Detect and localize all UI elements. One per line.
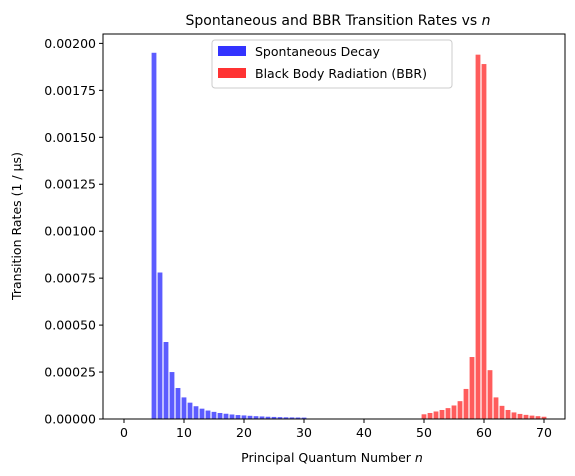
bbr-bar-n65: [511, 412, 517, 419]
spontaneous-bar-n29: [295, 417, 301, 419]
x-tick-label: 30: [296, 425, 312, 440]
bbr-bar-n69: [535, 416, 541, 419]
spontaneous-bar-n17: [223, 413, 229, 419]
bars-layer: [151, 52, 547, 420]
y-tick-label: 0.00150: [44, 130, 96, 145]
spontaneous-bar-n24: [265, 416, 271, 419]
bbr-bar-n60: [481, 64, 487, 420]
x-tick-label: 0: [120, 425, 128, 440]
spontaneous-bar-n18: [229, 414, 235, 419]
spontaneous-bar-n20: [241, 415, 247, 419]
y-tick-label: 0.00125: [44, 177, 96, 192]
spontaneous-bar-n5: [151, 52, 157, 419]
spontaneous-bar-n25: [271, 416, 277, 419]
spontaneous-bar-n27: [283, 417, 289, 419]
y-tick-label: 0.00075: [44, 271, 96, 286]
spontaneous-bar-n19: [235, 415, 241, 419]
bbr-bar-n66: [517, 413, 523, 419]
spontaneous-bar-n30: [301, 417, 307, 419]
bbr-bar-n53: [439, 409, 445, 419]
x-tick-label: 40: [356, 425, 372, 440]
legend: Spontaneous Decay Black Body Radiation (…: [211, 39, 453, 89]
spontaneous-bar-n26: [277, 417, 283, 419]
spontaneous-bar-n16: [217, 412, 223, 419]
bbr-bar-n52: [433, 411, 439, 419]
spontaneous-bar-n12: [193, 406, 199, 419]
bbr-bar-n67: [523, 414, 529, 419]
bbr-bar-n55: [451, 405, 457, 419]
y-tick-label: 0.00000: [44, 412, 96, 427]
x-tick-label: 60: [476, 425, 492, 440]
x-tick-label: 70: [536, 425, 552, 440]
y-tick-label: 0.00100: [44, 224, 96, 239]
x-tick-label: 50: [416, 425, 432, 440]
spontaneous-bar-n7: [163, 342, 169, 419]
bbr-bar-n50: [421, 414, 427, 419]
legend-label-spontaneous: Spontaneous Decay: [255, 44, 381, 59]
spontaneous-bar-n21: [247, 415, 253, 419]
spontaneous-bar-n6: [157, 272, 163, 419]
bbr-bar-n56: [457, 401, 463, 419]
bbr-bar-n58: [469, 357, 475, 419]
chart-title: Spontaneous and BBR Transition Rates vs …: [185, 13, 490, 29]
bbr-bar-n59: [475, 54, 481, 419]
spontaneous-bar-n9: [175, 388, 181, 419]
bbr-bar-n54: [445, 408, 451, 419]
legend-label-bbr: Black Body Radiation (BBR): [255, 66, 427, 81]
y-tick-label: 0.00025: [44, 365, 96, 380]
x-axis-label: Principal Quantum Number n: [241, 450, 423, 465]
bbr-bar-n61: [487, 370, 493, 419]
spontaneous-bar-n13: [199, 408, 205, 419]
spontaneous-bar-n22: [253, 416, 259, 419]
bbr-bar-n64: [505, 409, 511, 419]
legend-box: [211, 39, 453, 89]
x-tick-label: 20: [236, 425, 252, 440]
spontaneous-bar-n23: [259, 416, 265, 419]
y-axis-ticks: 0.00000 0.00025 0.00050 0.00075 0.00100 0.001…: [44, 36, 103, 427]
bbr-bar-n57: [463, 388, 469, 419]
bbr-bar-n70: [541, 416, 547, 419]
x-axis-ticks: 0 10 20 30 40 50 60 70: [120, 419, 552, 440]
y-tick-label: 0.00050: [44, 318, 96, 333]
spontaneous-bar-n11: [187, 402, 193, 419]
legend-swatch-bbr: [218, 68, 246, 78]
y-tick-label: 0.00175: [44, 83, 96, 98]
bbr-bar-n62: [493, 397, 499, 419]
spontaneous-bar-n8: [169, 372, 175, 419]
spontaneous-bar-n14: [205, 410, 211, 419]
y-tick-label: 0.00200: [44, 36, 96, 51]
bbr-bar-n51: [427, 412, 433, 419]
bbr-bar-n63: [499, 405, 505, 419]
spontaneous-bar-n10: [181, 397, 187, 419]
spontaneous-bar-n28: [289, 417, 295, 419]
plot-frame: [102, 33, 566, 420]
y-axis-label: Transition Rates (1 / μs): [9, 152, 24, 301]
x-tick-label: 10: [176, 425, 192, 440]
bbr-bar-n68: [529, 415, 535, 419]
legend-swatch-spontaneous: [218, 46, 246, 56]
spontaneous-bar-n15: [211, 411, 217, 419]
